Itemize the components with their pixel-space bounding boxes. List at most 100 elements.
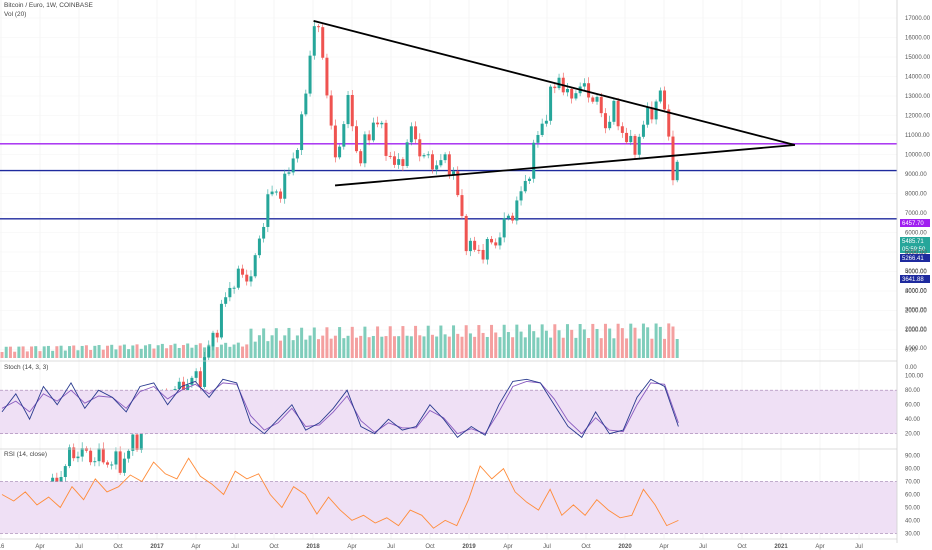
candle	[422, 155, 426, 157]
price-tag	[900, 254, 930, 262]
volume-bar	[17, 346, 21, 358]
stoch-tick-label: 20.00	[905, 432, 921, 438]
volume-bar	[76, 350, 80, 358]
volume-bar	[532, 331, 536, 358]
x-tick-2017: 2017	[150, 544, 164, 550]
price-tick-label: 7000.00	[905, 211, 927, 217]
rsi-label: RSI (14, close)	[4, 451, 47, 458]
price-tick-label: 8000.00	[905, 192, 927, 198]
volume-bar	[376, 326, 380, 358]
candle	[194, 371, 198, 378]
volume-bar	[312, 327, 316, 358]
candle	[279, 191, 283, 199]
volume-bar	[418, 335, 422, 358]
x-tick-Jul: Jul	[387, 544, 395, 550]
volume-bar	[384, 336, 388, 358]
candle	[392, 156, 396, 165]
stoch-pane	[0, 378, 897, 439]
candle	[63, 466, 67, 478]
volume-tick-label: 3000.00	[905, 308, 927, 314]
volume-bar	[549, 337, 553, 358]
candle	[511, 215, 515, 221]
candle	[253, 255, 257, 277]
volume-bar	[658, 326, 662, 358]
candle	[224, 297, 228, 304]
candle	[342, 124, 346, 147]
candle	[110, 464, 114, 466]
volume-bar	[612, 338, 616, 358]
rsi-line	[1, 457, 679, 529]
volume-bar	[236, 342, 240, 358]
volume-bar	[262, 328, 266, 358]
candle	[266, 194, 270, 227]
x-tick-Apr: Apr	[191, 544, 200, 550]
candle	[295, 150, 299, 159]
volume-bar	[186, 343, 190, 358]
volume-bar	[625, 338, 629, 358]
volume-bar	[641, 323, 645, 358]
candle	[608, 121, 612, 129]
candle	[409, 126, 413, 143]
candle	[616, 100, 620, 127]
volume-bar	[561, 337, 565, 358]
trendlines[interactable]	[313, 20, 796, 187]
trendline-0	[313, 20, 796, 146]
price-tag-label: 5266.41	[902, 256, 924, 262]
volume-bar	[300, 327, 304, 358]
candle	[245, 274, 249, 282]
volume-bar	[485, 336, 489, 358]
volume-bar	[321, 335, 325, 358]
volume-bar	[354, 337, 358, 358]
volume-bar	[173, 343, 177, 358]
volume-bar	[426, 325, 430, 358]
candle	[641, 124, 645, 137]
volume-bar	[156, 345, 160, 358]
volume-bar	[481, 332, 485, 358]
volume-bar	[422, 336, 426, 358]
volume-bar	[317, 339, 320, 358]
volume-bar	[473, 336, 477, 358]
volume-bar	[608, 328, 612, 358]
candle	[367, 134, 371, 141]
volume-bar	[89, 349, 93, 358]
volume-bars	[0, 323, 679, 358]
price-tick-label: 10000.00	[905, 153, 931, 159]
x-tick-Oct: Oct	[737, 544, 747, 550]
candle	[523, 180, 527, 192]
candle	[380, 122, 384, 125]
candle	[587, 83, 591, 98]
volume-bar	[544, 330, 548, 358]
candle	[452, 171, 456, 175]
price-tick-label: 6000.00	[905, 231, 927, 237]
x-tick-Jul: Jul	[231, 544, 239, 550]
x-tick-Oct: Oct	[269, 544, 279, 550]
candle	[405, 142, 409, 166]
candle	[127, 450, 131, 459]
candle	[177, 381, 181, 389]
candle	[625, 132, 629, 143]
candle	[658, 90, 662, 102]
stoch-tick-label: 60.00	[905, 403, 921, 409]
volume-bar	[494, 332, 498, 358]
candle	[544, 120, 548, 124]
volume-bar	[160, 343, 164, 358]
price-tag-label: 5485.71	[902, 239, 924, 245]
candle	[329, 95, 333, 126]
candle	[485, 238, 489, 260]
stoch-k-line	[1, 378, 679, 439]
candle	[181, 381, 185, 396]
candle	[249, 276, 253, 282]
price-tick-label: 15000.00	[905, 55, 931, 61]
price-tick-label: 2000.00	[905, 309, 927, 315]
volume-bar	[557, 330, 561, 358]
candle	[384, 122, 388, 156]
volume-bar	[646, 327, 650, 358]
x-tick-Oct: Oct	[425, 544, 435, 550]
volume-bar	[582, 329, 586, 358]
volume-bar	[570, 329, 574, 358]
candle	[494, 242, 498, 246]
volume-bar	[447, 336, 451, 358]
volume-bar	[578, 324, 582, 358]
volume-bar	[367, 337, 371, 358]
